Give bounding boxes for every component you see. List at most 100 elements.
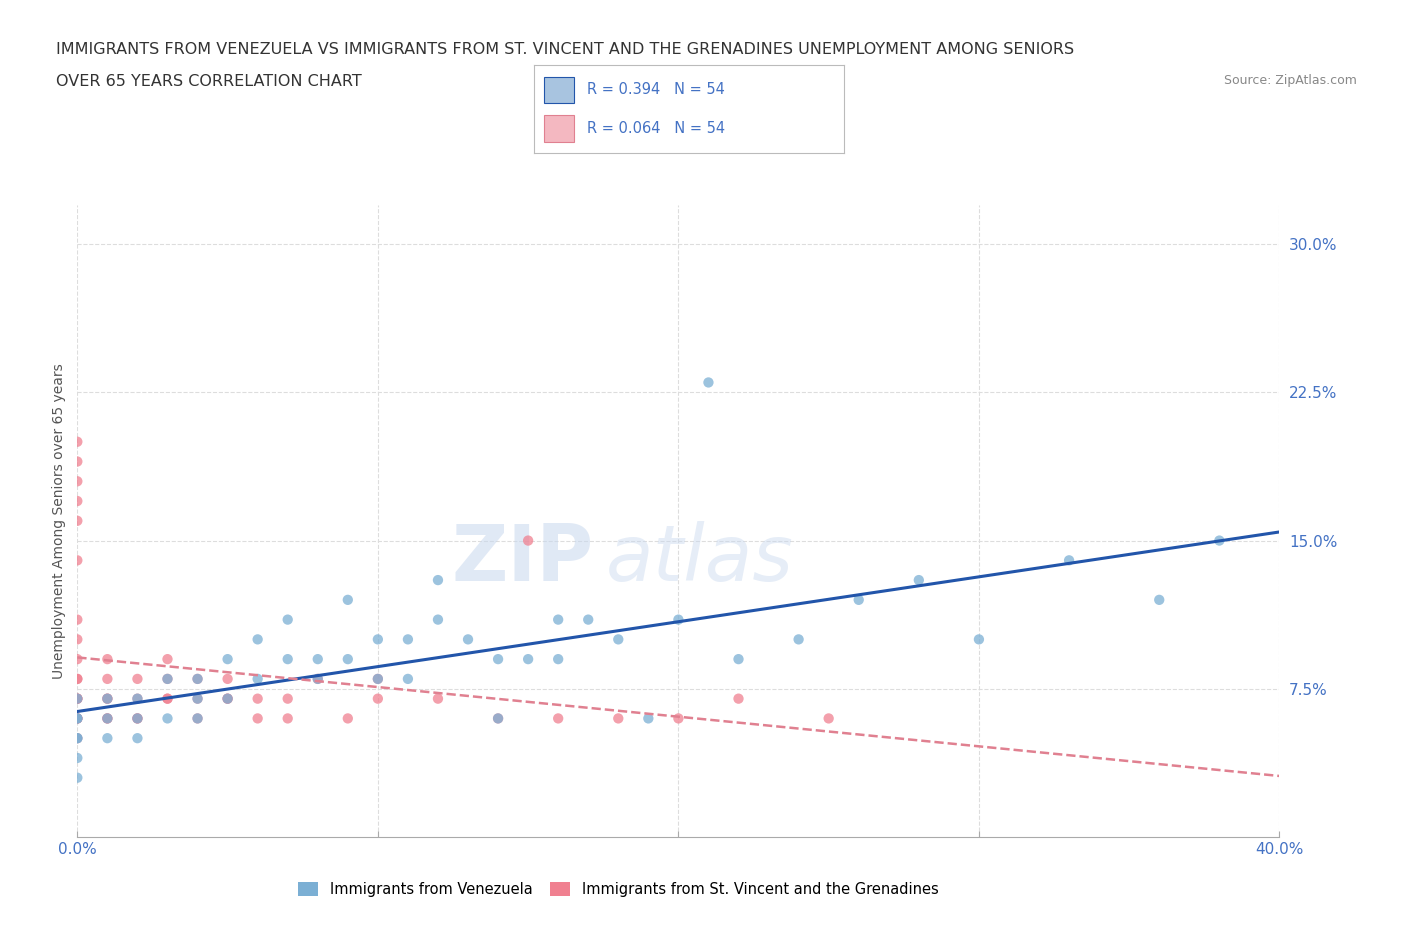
Point [127, 711, 149, 725]
Point [156, 691, 179, 706]
Text: atlas: atlas [606, 521, 794, 597]
Point [66, 671, 89, 686]
Point [186, 671, 209, 686]
Point [66, 711, 89, 725]
Point [66, 711, 89, 725]
Point [217, 691, 239, 706]
Point [127, 691, 149, 706]
Point [66, 474, 89, 489]
Point [848, 592, 870, 607]
Point [156, 691, 179, 706]
Point [246, 711, 269, 725]
Point [217, 671, 239, 686]
Point [277, 711, 299, 725]
Point [66, 494, 89, 509]
Point [217, 691, 239, 706]
Point [336, 652, 359, 667]
Point [96, 711, 118, 725]
Point [127, 671, 149, 686]
Point [396, 671, 419, 686]
Point [307, 671, 329, 686]
Point [186, 711, 209, 725]
Point [277, 691, 299, 706]
Point [486, 711, 509, 725]
Point [457, 632, 479, 647]
Point [517, 652, 540, 667]
Point [336, 592, 359, 607]
Point [307, 652, 329, 667]
Point [1208, 533, 1230, 548]
Point [668, 612, 690, 627]
Point [96, 652, 118, 667]
Point [156, 671, 179, 686]
Point [66, 731, 89, 746]
Point [637, 711, 659, 725]
Point [697, 375, 720, 390]
Point [336, 711, 359, 725]
Point [156, 652, 179, 667]
Point [427, 612, 450, 627]
Point [66, 711, 89, 725]
Point [186, 691, 209, 706]
Point [307, 671, 329, 686]
Point [66, 770, 89, 785]
Point [96, 671, 118, 686]
Point [66, 711, 89, 725]
FancyBboxPatch shape [544, 115, 575, 142]
Point [367, 671, 389, 686]
Point [66, 691, 89, 706]
Point [186, 711, 209, 725]
Point [127, 711, 149, 725]
Legend: Immigrants from Venezuela, Immigrants from St. Vincent and the Grenadines: Immigrants from Venezuela, Immigrants fr… [292, 876, 945, 902]
Point [967, 632, 990, 647]
Point [908, 573, 931, 588]
Point [96, 691, 118, 706]
Point [486, 652, 509, 667]
Point [66, 612, 89, 627]
Point [96, 691, 118, 706]
Point [277, 612, 299, 627]
Point [66, 552, 89, 567]
Point [96, 711, 118, 725]
Point [787, 632, 810, 647]
Point [66, 454, 89, 469]
Point [367, 691, 389, 706]
Point [668, 711, 690, 725]
Point [727, 652, 749, 667]
Point [66, 731, 89, 746]
Point [427, 691, 450, 706]
Text: ZIP: ZIP [451, 521, 595, 597]
Point [127, 711, 149, 725]
Point [277, 652, 299, 667]
FancyBboxPatch shape [544, 76, 575, 103]
Point [607, 632, 630, 647]
Text: IMMIGRANTS FROM VENEZUELA VS IMMIGRANTS FROM ST. VINCENT AND THE GRENADINES UNEM: IMMIGRANTS FROM VENEZUELA VS IMMIGRANTS … [56, 42, 1074, 57]
Point [186, 671, 209, 686]
Point [547, 652, 569, 667]
Point [217, 652, 239, 667]
Point [127, 691, 149, 706]
Point [66, 434, 89, 449]
Point [66, 751, 89, 765]
Point [66, 731, 89, 746]
Point [156, 671, 179, 686]
Point [547, 711, 569, 725]
Point [517, 533, 540, 548]
Point [66, 691, 89, 706]
Point [817, 711, 839, 725]
Point [246, 632, 269, 647]
Point [66, 671, 89, 686]
Point [66, 513, 89, 528]
Point [1149, 592, 1171, 607]
Text: R = 0.064   N = 54: R = 0.064 N = 54 [586, 121, 725, 136]
Point [547, 612, 569, 627]
Text: R = 0.394   N = 54: R = 0.394 N = 54 [586, 83, 724, 98]
Point [66, 652, 89, 667]
Point [367, 671, 389, 686]
Point [486, 711, 509, 725]
Point [1057, 552, 1080, 567]
Point [66, 691, 89, 706]
Point [66, 711, 89, 725]
Point [427, 573, 450, 588]
Y-axis label: Unemployment Among Seniors over 65 years: Unemployment Among Seniors over 65 years [52, 363, 66, 679]
